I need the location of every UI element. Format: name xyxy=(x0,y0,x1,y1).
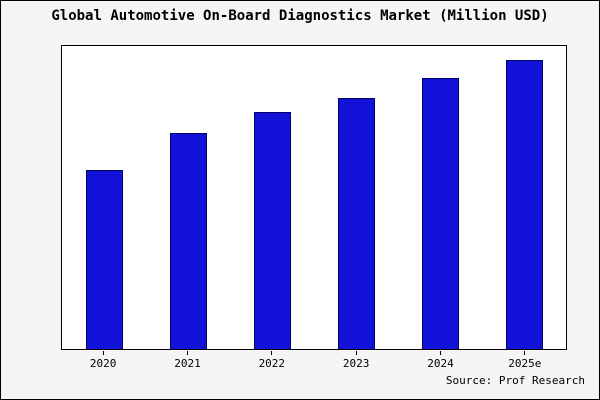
bars-container xyxy=(62,46,566,349)
x-tick-label: 2021 xyxy=(174,357,201,370)
bar-column xyxy=(482,46,566,349)
tick-mark xyxy=(524,351,526,355)
x-tick-cell: 2022 xyxy=(230,351,314,370)
bar-column xyxy=(314,46,398,349)
source-credit: Source: Prof Research xyxy=(445,374,585,387)
bar-2020 xyxy=(85,170,123,349)
bar-column xyxy=(62,46,146,349)
tick-mark xyxy=(102,351,104,355)
x-tick-label: 2024 xyxy=(427,357,454,370)
bar-2023 xyxy=(337,97,375,349)
x-axis-labels: 2020 2021 2022 2023 2024 2025e xyxy=(61,351,567,370)
x-tick-label: 2023 xyxy=(342,357,370,370)
tick-mark xyxy=(439,351,441,355)
x-tick-cell: 2020 xyxy=(61,351,145,370)
x-tick-cell: 2025e xyxy=(483,351,567,370)
bar-2021 xyxy=(169,132,207,349)
x-tick-cell: 2024 xyxy=(398,351,482,370)
bar-column xyxy=(230,46,314,349)
bar-column xyxy=(146,46,230,349)
chart-title: Global Automotive On-Board Diagnostics M… xyxy=(51,8,549,24)
x-tick-label: 2025e xyxy=(508,357,542,370)
tick-mark xyxy=(186,351,188,355)
bar-2025e xyxy=(505,60,543,349)
bar-2024 xyxy=(421,77,459,349)
tick-mark xyxy=(271,351,273,355)
plot-area xyxy=(61,45,567,350)
tick-mark xyxy=(355,351,357,355)
bar-2022 xyxy=(253,112,291,349)
x-tick-label: 2022 xyxy=(258,357,286,370)
bar-column xyxy=(398,46,482,349)
x-tick-cell: 2021 xyxy=(145,351,229,370)
x-tick-cell: 2023 xyxy=(314,351,398,370)
x-tick-label: 2020 xyxy=(89,357,117,370)
